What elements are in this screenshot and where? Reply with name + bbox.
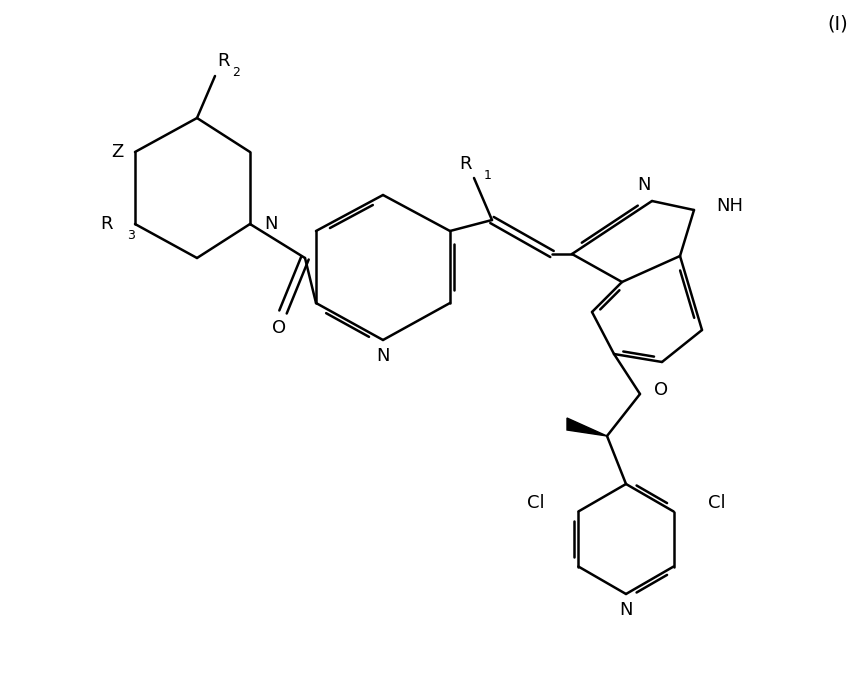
Text: R: R (100, 215, 113, 233)
Text: Cl: Cl (708, 495, 725, 512)
Text: N: N (264, 215, 278, 233)
Text: 2: 2 (232, 66, 240, 79)
Text: 3: 3 (127, 229, 135, 242)
Text: R: R (459, 155, 472, 173)
Text: (I): (I) (828, 14, 849, 34)
Text: O: O (272, 319, 286, 337)
Text: NH: NH (716, 197, 743, 215)
Text: O: O (654, 381, 668, 399)
Text: N: N (638, 176, 650, 194)
Text: Z: Z (111, 143, 123, 161)
Text: 1: 1 (484, 169, 492, 182)
Polygon shape (567, 418, 607, 436)
Text: N: N (376, 347, 390, 365)
Text: R: R (217, 52, 229, 70)
Text: Cl: Cl (527, 495, 544, 512)
Text: N: N (619, 601, 633, 619)
